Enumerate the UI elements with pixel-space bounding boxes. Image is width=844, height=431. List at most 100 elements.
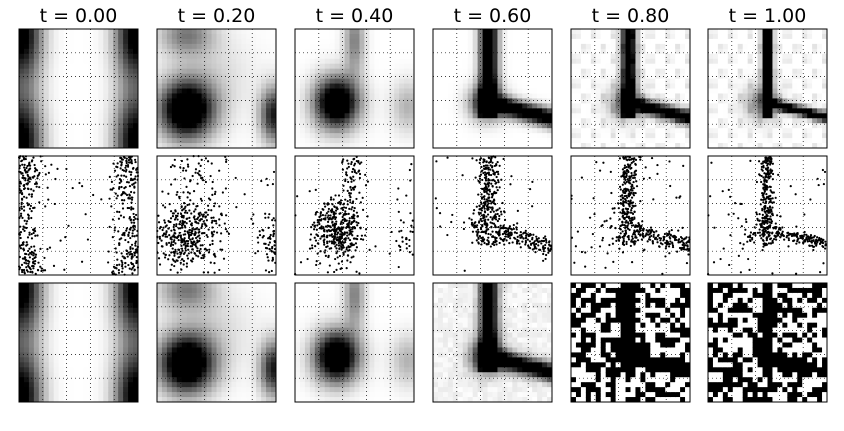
heatmap-cell: [680, 83, 686, 89]
sample-point: [22, 157, 26, 160]
sample-point: [160, 239, 163, 242]
heatmap-cell: [28, 93, 35, 99]
heatmap-cell: [176, 128, 183, 134]
heatmap-cell: [532, 33, 538, 40]
sample-point: [337, 231, 340, 234]
heatmap-cell: [437, 43, 444, 50]
heatmap-cell: [787, 93, 793, 99]
sample-point: [170, 183, 173, 186]
heatmap-cell: [610, 143, 617, 149]
heatmap-cell: [585, 33, 592, 40]
heatmap-cell: [78, 143, 84, 149]
heatmap-cell: [585, 123, 592, 129]
heatmap-cell: [58, 118, 65, 124]
heatmap-cell: [379, 68, 385, 75]
heatmap-cell: [108, 78, 114, 85]
heatmap-cell: [231, 113, 237, 119]
sample-point: [355, 221, 358, 224]
sample-point: [164, 233, 167, 236]
sample-point: [208, 248, 211, 251]
heatmap-cell: [128, 123, 134, 129]
heatmap-cell: [73, 83, 79, 89]
heatmap-cell: [742, 83, 749, 89]
heatmap-cell: [575, 73, 582, 80]
heatmap-cell: [309, 118, 316, 124]
sample-point: [207, 228, 210, 231]
heatmap-cell: [309, 78, 316, 85]
column-title-0: t = 0.00: [40, 5, 118, 27]
heatmap-cell: [571, 29, 577, 35]
heatmap-cell: [128, 58, 134, 65]
heatmap-cell: [600, 88, 607, 94]
heatmap-cell: [442, 78, 449, 85]
heatmap-cell: [580, 58, 587, 65]
heatmap-cell: [404, 143, 410, 149]
heatmap-cell: [610, 83, 617, 89]
heatmap-cell: [757, 63, 764, 70]
heatmap-cell: [309, 29, 316, 35]
heatmap-cell: [822, 83, 828, 89]
heatmap-cell: [497, 93, 503, 99]
heatmap-cell: [675, 58, 681, 65]
sample-point: [188, 192, 191, 195]
heatmap-cell: [547, 88, 553, 94]
heatmap-cell: [374, 123, 380, 129]
heatmap-cell: [295, 118, 301, 124]
heatmap-cell: [319, 78, 326, 85]
heatmap-cell: [133, 53, 139, 60]
heatmap-cell: [487, 53, 493, 60]
heatmap-cell: [196, 58, 203, 65]
heatmap-cell: [670, 78, 676, 85]
heatmap-cell: [68, 68, 75, 75]
heatmap-cell: [447, 48, 454, 55]
heatmap-cell: [542, 73, 548, 80]
heatmap-cell: [807, 29, 813, 35]
heatmap-cell: [314, 48, 321, 55]
heatmap-cell: [442, 108, 449, 114]
heatmap-cell: [73, 53, 79, 60]
heatmap-cell: [665, 43, 671, 50]
heatmap-cell: [186, 133, 193, 139]
heatmap-cell: [685, 78, 691, 85]
heatmap-cell: [88, 143, 94, 149]
heatmap-cell: [670, 63, 676, 70]
heatmap-cell: [467, 29, 474, 35]
heatmap-cell: [211, 78, 217, 85]
heatmap-cell: [625, 128, 631, 134]
heatmap-cell: [201, 118, 208, 124]
heatmap-cell: [299, 68, 306, 75]
heatmap-cell: [777, 78, 783, 85]
heatmap-cell: [359, 78, 365, 85]
heatmap-cell: [675, 68, 681, 75]
sample-point: [30, 253, 33, 256]
heatmap-cell: [19, 58, 25, 65]
heatmap-cell: [349, 103, 355, 109]
heatmap-cell: [467, 98, 474, 104]
sample-point: [405, 237, 408, 241]
heatmap-cell: [384, 118, 390, 124]
heatmap-cell: [640, 98, 646, 104]
sample-point: [23, 205, 26, 208]
heatmap-cell: [712, 43, 719, 50]
heatmap-cell: [157, 73, 163, 80]
heatmap-cell: [722, 138, 729, 144]
heatmap-cell: [782, 123, 788, 129]
sample-point: [28, 168, 31, 171]
sample-point: [111, 272, 114, 275]
heatmap-cell: [181, 43, 188, 50]
sample-point: [169, 217, 173, 220]
heatmap-cell: [53, 83, 60, 89]
heatmap-cell: [98, 78, 104, 85]
heatmap-cell: [256, 63, 262, 70]
heatmap-cell: [191, 58, 198, 65]
heatmap-cell: [442, 138, 449, 144]
heatmap-cell: [38, 48, 45, 55]
heatmap-cell: [492, 108, 498, 114]
heatmap-cell: [685, 113, 691, 119]
heatmap-cell: [737, 143, 744, 149]
heatmap-cell: [517, 33, 523, 40]
heatmap-cell: [492, 118, 498, 124]
sample-point: [208, 243, 212, 246]
heatmap-cell: [93, 128, 99, 134]
heatmap-cell: [271, 58, 277, 65]
